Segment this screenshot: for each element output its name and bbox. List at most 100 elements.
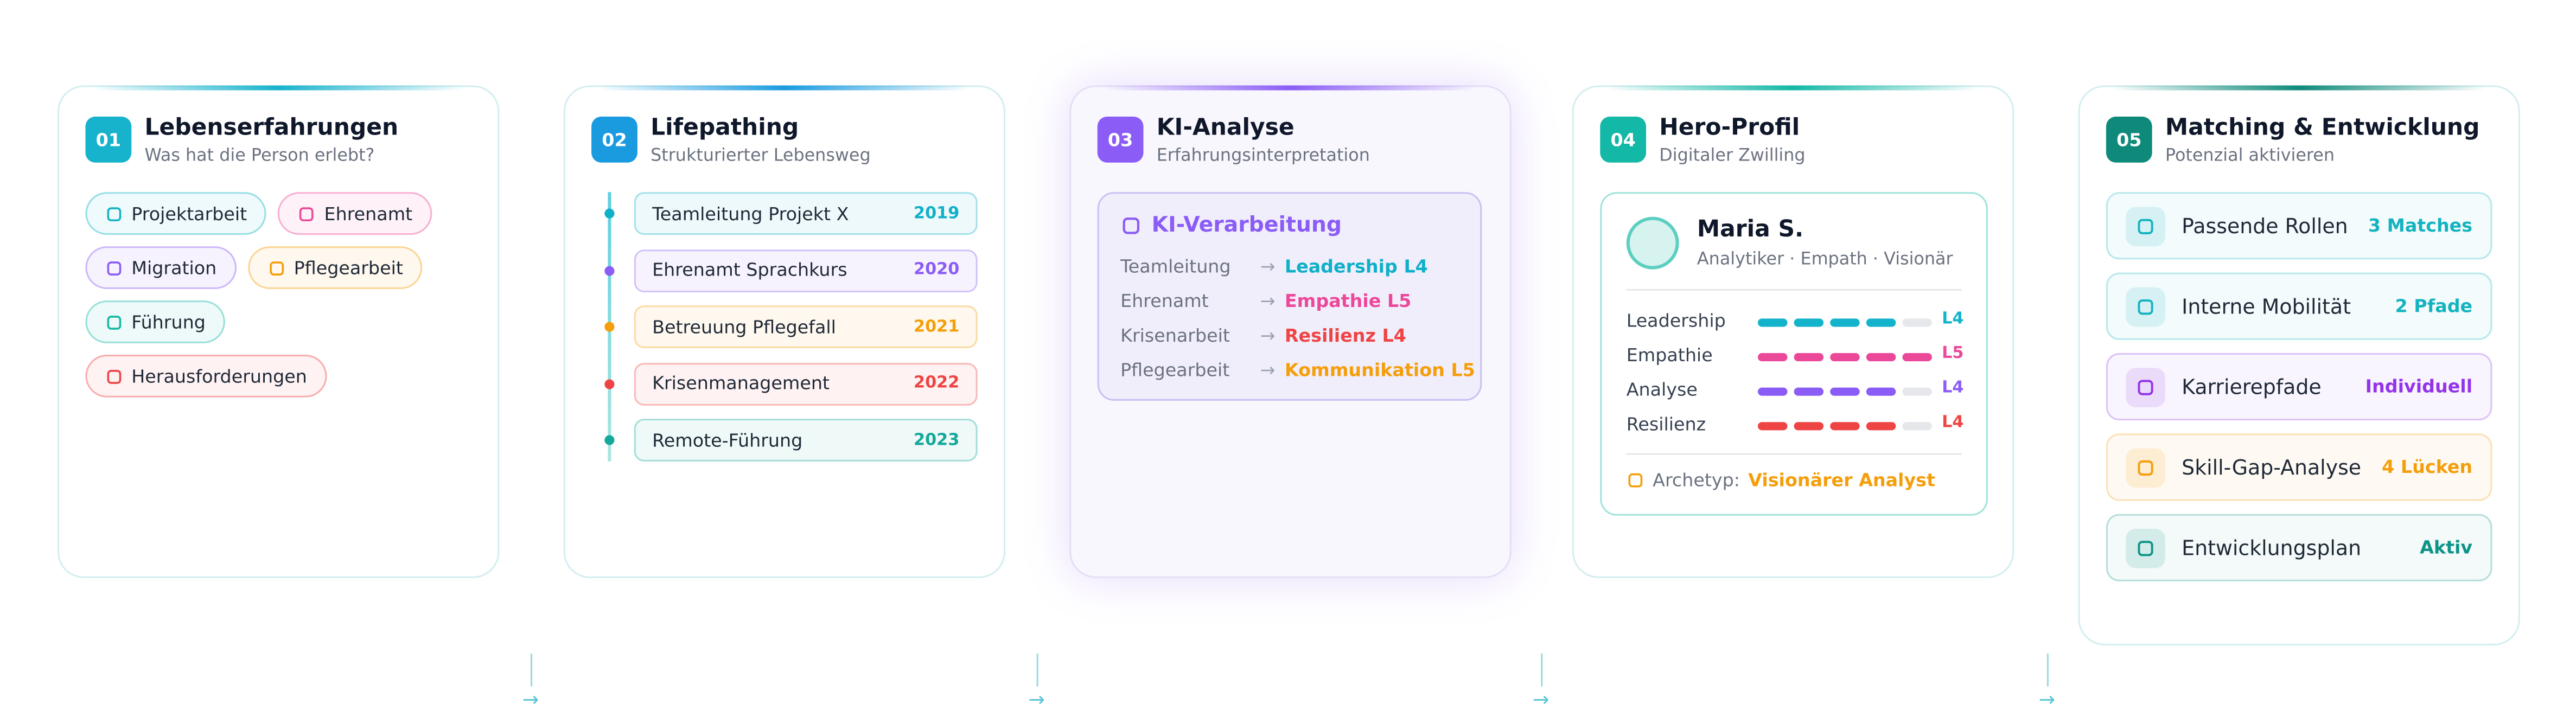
item-label: Karrierepfade [2182,374,2322,399]
match-item[interactable]: Entwicklungsplan Aktiv [2106,514,2492,581]
icon [107,369,122,383]
item-icon [2126,447,2165,487]
archetype: Archetyp: Visionärer Analyst [1627,470,1935,491]
item-value: 2 Pfade [2395,296,2473,317]
item-icon [2126,286,2165,326]
match-item[interactable]: Karrierepfade Individuell [2106,353,2492,421]
mapping-arrow: → [1260,360,1276,381]
skill-level: L4 [1942,414,1964,432]
icon [299,206,314,221]
icon [2138,379,2153,395]
mapping-arrow: → [1260,290,1276,312]
connector [1541,654,1543,687]
skill-segment [1866,353,1896,362]
icon [2138,298,2153,314]
card-subtitle: Potenzial aktivieren [2165,146,2335,166]
timeline-dot [604,322,615,332]
skill-segment [1794,353,1824,362]
skill-name: Resilienz [1626,414,1706,435]
card: 04 Hero-Profil Digitaler Zwilling Maria S. A… [1572,85,2014,578]
timeline-item: Krisenmanagement 2022 [634,362,978,405]
timeline-item: Teamleitung Projekt X 2019 [634,192,978,235]
mapping-from: Ehrenamt [1120,290,1209,312]
skill-segment [1902,353,1932,362]
step-badge: 04 [1600,116,1647,163]
card-title: Lifepathing [651,114,799,142]
mapping-to: Resilienz L4 [1284,325,1406,347]
timeline-year: 2019 [914,204,960,223]
tag: Ehrenamt [278,192,432,235]
skill-segment-empty [1902,318,1932,327]
timeline-year: 2022 [914,374,960,393]
icon [1123,217,1140,234]
icon [107,315,122,329]
divider [1626,453,1962,455]
skill-segment [1757,422,1788,431]
skill-segment [1794,422,1824,431]
timeline-dot [604,208,615,219]
ai-panel: KI-Verarbeitung Teamleitung → Leadership L4… [1097,192,1482,401]
skill-segment [1794,318,1824,327]
connector-arrow: → [522,688,539,711]
skill-segment [1794,387,1824,396]
skill-segment [1757,387,1788,396]
mapping-from: Pflegearbeit [1120,360,1230,381]
panel-title: KI-Verarbeitung [1151,213,1342,239]
mapping-arrow: → [1260,256,1276,278]
tag-list: Projektarbeit Ehrenamt Migration Pflegearbe… [85,192,443,398]
skill-level: L4 [1942,379,1964,398]
skill-segment [1757,353,1788,362]
item-label: Entwicklungsplan [2182,535,2362,560]
card-accent [92,85,465,91]
tag-label: Pflegearbeit [294,257,403,279]
match-item[interactable]: Interne Mobilität 2 Pfade [2106,272,2492,340]
step-badge: 01 [85,116,132,163]
skill-segment [1830,353,1860,362]
skill-segment [1866,422,1896,431]
icon [107,206,122,221]
profile-name: Maria S. [1697,216,1804,244]
match-item[interactable]: Skill-Gap-Analyse 4 Lücken [2106,433,2492,501]
skill-segment [1830,422,1860,431]
item-icon [2126,206,2165,246]
match-item[interactable]: Passende Rollen 3 Matches [2106,192,2492,260]
connector-arrow: → [1533,688,1550,711]
card-accent [2113,85,2486,91]
card-title: KI-Analyse [1156,114,1295,142]
tag-label: Ehrenamt [324,202,413,225]
item-value: 4 Lücken [2382,456,2473,478]
card-accent [1104,85,1477,91]
skill-name: Empathie [1626,344,1713,367]
skill-segment [1830,387,1860,396]
tag-label: Projektarbeit [131,202,247,225]
archetype-value: Visionärer Analyst [1748,470,1935,491]
divider [1626,289,1962,291]
timeline-item: Betreuung Pflegefall 2021 [634,305,978,348]
icon [1628,473,1643,488]
profile-roles: Analytiker · Empath · Visionär [1697,249,1953,270]
mapping-from: Krisenarbeit [1120,325,1230,347]
icon [269,260,284,275]
icon [107,260,122,275]
skill-name: Analyse [1626,379,1698,401]
mapping-to: Leadership L4 [1284,256,1428,278]
tag: Pflegearbeit [247,246,423,289]
avatar [1626,216,1679,270]
tag: Migration [85,246,237,289]
timeline-label: Remote-Führung [652,429,803,451]
timeline-label: Ehrenamt Sprachkurs [652,259,847,281]
skill-name: Leadership [1626,310,1726,332]
card-accent [1606,85,1980,91]
mapping-to: Kommunikation L5 [1284,360,1475,381]
timeline-dot [604,265,615,276]
profile-card: Maria S. Analytiker · Empath · Visionär Le… [1600,192,1988,516]
timeline-year: 2021 [914,317,960,336]
archetype-label: Archetyp: [1653,470,1740,491]
skill-segment-empty [1902,422,1932,431]
card-accent [598,85,971,91]
skill-segment [1866,387,1896,396]
timeline-dot [604,435,615,445]
timeline-label: Krisenmanagement [652,373,830,394]
